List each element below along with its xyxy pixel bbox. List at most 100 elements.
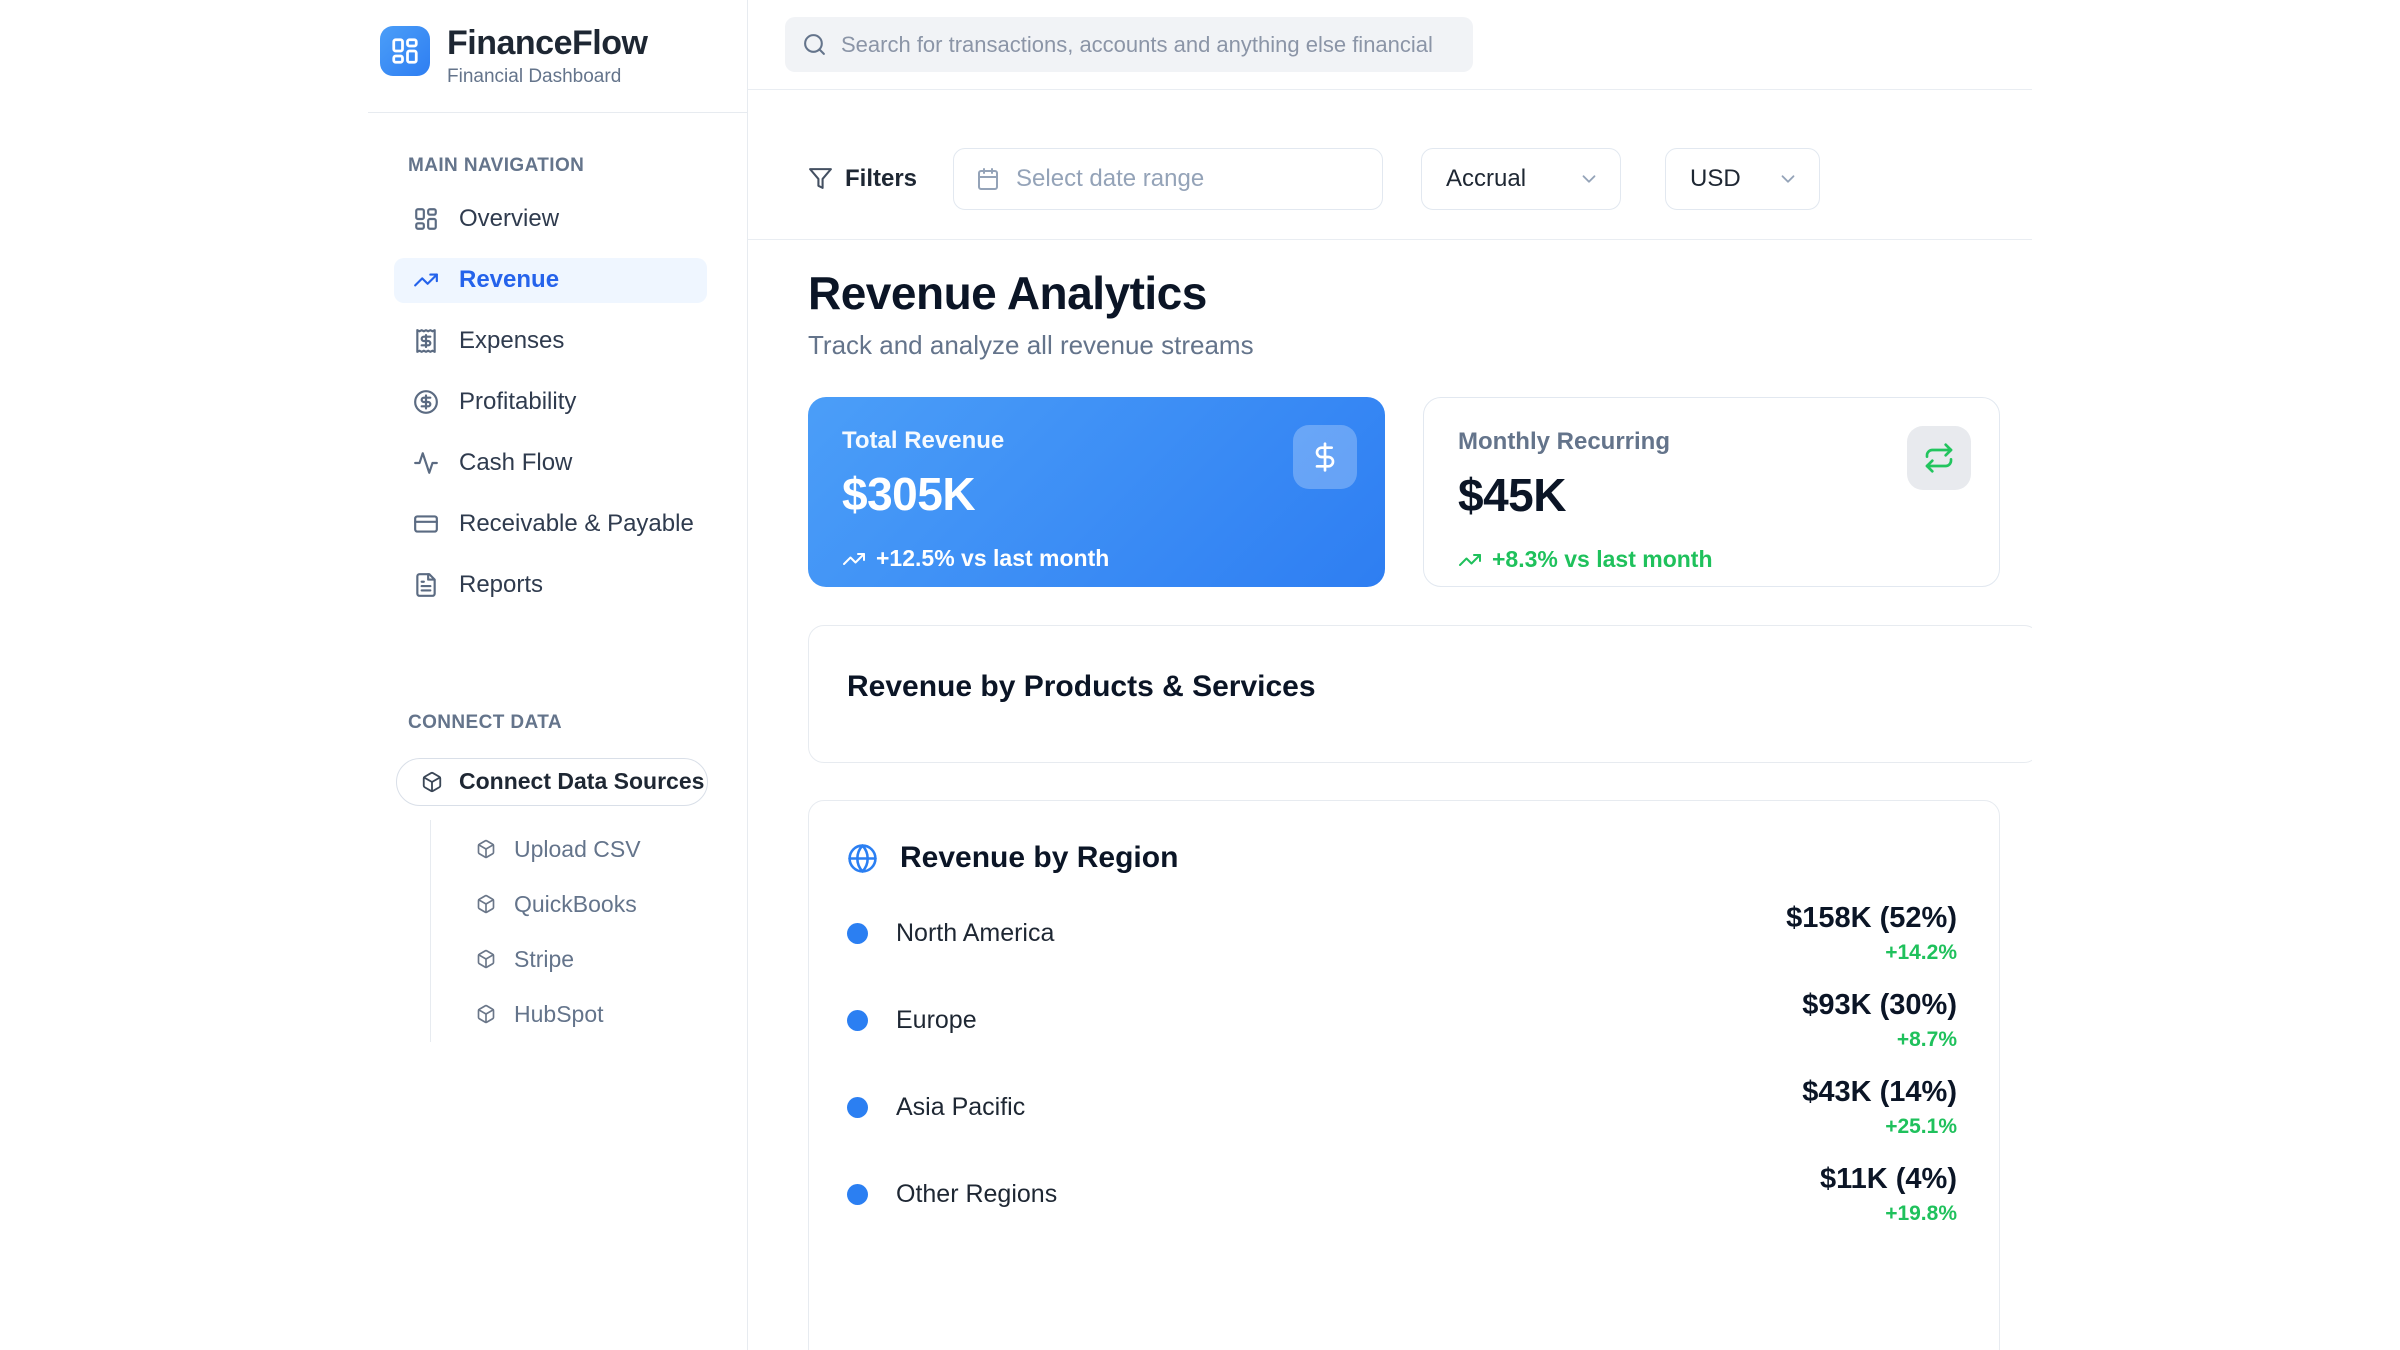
region-card-title: Revenue by Region: [900, 841, 1179, 874]
region-amount: $43K (14%): [1802, 1075, 1957, 1108]
sidebar-divider: [368, 111, 747, 113]
region-dot-icon: [847, 922, 868, 944]
stat-delta: +12.5% vs last month: [842, 545, 1351, 572]
stats-row: Total Revenue $305K +12.5% vs last month: [808, 397, 2032, 587]
trending-up-icon: [843, 552, 865, 565]
funnel-icon: [809, 168, 832, 189]
sidebar-item-reports[interactable]: Reports: [394, 563, 707, 608]
monthly-recurring-card: Monthly Recurring $45K +8.3% vs last mon…: [1423, 397, 2000, 587]
sidebar-item-expenses[interactable]: Expenses: [394, 319, 707, 364]
region-change: +8.7%: [1896, 1027, 1957, 1051]
source-item-quickbooks[interactable]: QuickBooks: [431, 877, 747, 932]
source-item-stripe[interactable]: Stripe: [431, 932, 747, 987]
stat-icon-chip: [1907, 426, 1971, 490]
brand-tagline: Financial Dashboard: [447, 65, 622, 87]
filters-button[interactable]: Filters: [808, 165, 917, 193]
activity-icon: [414, 452, 438, 475]
page-title: Revenue Analytics: [808, 267, 1207, 319]
sidebar-item-overview[interactable]: Overview: [394, 197, 707, 242]
cube-icon: [477, 1005, 495, 1024]
region-name: North America: [896, 918, 1055, 947]
chevron-down-icon: [1582, 174, 1596, 183]
region-row-values: $93K (30%) +8.7%: [1802, 989, 1957, 1052]
region-change: +19.8%: [1885, 1201, 1957, 1225]
global-search: [785, 17, 1473, 72]
circle-dollar-icon: [414, 390, 438, 415]
total-revenue-card: Total Revenue $305K +12.5% vs last month: [808, 397, 1385, 587]
app-root: FinanceFlow Financial Dashboard MAIN NAV…: [368, 0, 2032, 1350]
region-row-asia-pacific: Asia Pacific $43K (14%) +25.1%: [847, 1075, 1957, 1139]
date-range-placeholder: Select date range: [1016, 164, 1205, 192]
sidebar-item-profitability[interactable]: Profitability: [394, 380, 707, 425]
region-rows: North America $158K (52%) +14.2% Europe: [847, 901, 1957, 1226]
trending-up-icon: [1459, 553, 1481, 566]
receipt-icon: [416, 329, 436, 354]
sidebar-item-label: Revenue: [459, 266, 560, 294]
nav-section-label: MAIN NAVIGATION: [408, 154, 585, 176]
source-item-hubspot[interactable]: HubSpot: [431, 987, 747, 1042]
region-row-left: Asia Pacific: [847, 1093, 1025, 1122]
region-amount: $11K (4%): [1819, 1162, 1957, 1195]
sidebar-item-label: Reports: [459, 571, 544, 599]
sidebar-item-receivable-payable[interactable]: Receivable & Payable: [394, 502, 707, 547]
region-amount: $158K (52%): [1786, 901, 1957, 934]
region-dot-icon: [847, 1009, 868, 1031]
brand-logo-icon: [380, 26, 430, 76]
region-name: Asia Pacific: [896, 1092, 1026, 1121]
search-input[interactable]: [785, 17, 1473, 72]
globe-icon: [848, 843, 877, 873]
source-item-upload-csv[interactable]: Upload CSV: [431, 822, 747, 877]
sidebar-item-cash-flow[interactable]: Cash Flow: [394, 441, 707, 486]
stat-delta-text: +12.5% vs last month: [876, 545, 1110, 571]
region-card-header: Revenue by Region: [847, 841, 1957, 875]
region-dot-icon: [847, 1183, 868, 1205]
stat-value: $305K: [842, 468, 976, 520]
revenue-by-region-card: Revenue by Region North America $158K (5…: [808, 800, 2000, 1350]
region-amount: $93K (30%): [1802, 988, 1957, 1021]
accounting-basis-select[interactable]: Accrual: [1421, 147, 1622, 210]
stat-delta: +8.3% vs last month: [1458, 546, 1965, 573]
stat-label: Total Revenue: [842, 427, 1005, 454]
sidebar-item-label: Profitability: [459, 388, 577, 416]
source-item-label: Stripe: [514, 945, 575, 972]
main-area: Filters Select date range Accrual USD: [748, 0, 2032, 1350]
region-row-north-america: North America $158K (52%) +14.2%: [847, 901, 1957, 965]
region-row-other-regions: Other Regions $11K (4%) +19.8%: [847, 1162, 1957, 1226]
credit-card-icon: [414, 515, 438, 533]
page-subtitle: Track and analyze all revenue streams: [808, 330, 1254, 360]
sidebar-item-revenue[interactable]: Revenue: [394, 257, 707, 303]
source-item-label: Upload CSV: [514, 835, 641, 862]
main-navigation: Overview Revenue Expenses Profitabil: [368, 197, 747, 608]
region-row-left: Other Regions: [847, 1180, 1057, 1209]
brand-text: FinanceFlow Financial Dashboard: [447, 24, 648, 88]
sidebar-item-label: Overview: [459, 205, 560, 233]
brand-name: FinanceFlow: [447, 24, 648, 62]
filters-label: Filters: [845, 164, 918, 192]
cube-icon: [477, 950, 495, 969]
connect-data-sources-button[interactable]: Connect Data Sources: [396, 757, 708, 806]
sidebar-item-label: Expenses: [459, 327, 565, 355]
stat-value: $45K: [1458, 469, 1566, 521]
region-row-values: $11K (4%) +19.8%: [1820, 1163, 1957, 1226]
accounting-basis-value: Accrual: [1446, 164, 1527, 192]
connect-button-label: Connect Data Sources: [459, 768, 705, 795]
search-icon: [804, 34, 825, 55]
connect-section-label: CONNECT DATA: [408, 711, 562, 733]
filter-bar: Filters Select date range Accrual USD: [748, 90, 2032, 240]
currency-select[interactable]: USD: [1665, 147, 1821, 210]
dollar-sign-icon: [1315, 442, 1335, 472]
sidebar-item-label: Receivable & Payable: [459, 510, 694, 538]
region-name: Other Regions: [896, 1179, 1058, 1208]
region-row-values: $43K (14%) +25.1%: [1802, 1076, 1957, 1139]
repeat-icon: [1925, 443, 1953, 473]
calendar-icon: [978, 167, 999, 190]
file-text-icon: [416, 573, 436, 598]
date-range-input[interactable]: Select date range: [953, 147, 1384, 210]
region-change: +14.2%: [1885, 940, 1957, 964]
region-dot-icon: [847, 1096, 868, 1118]
page-content: Revenue Analytics Track and analyze all …: [748, 240, 2032, 1350]
stat-icon-chip: [1293, 425, 1357, 489]
sidebar: FinanceFlow Financial Dashboard MAIN NAV…: [368, 0, 748, 1350]
brand: FinanceFlow Financial Dashboard: [368, 0, 747, 88]
region-row-europe: Europe $93K (30%) +8.7%: [847, 988, 1957, 1052]
